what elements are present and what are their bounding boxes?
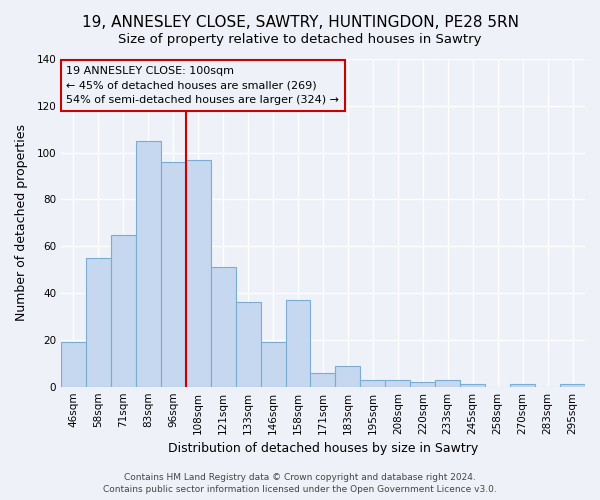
Y-axis label: Number of detached properties: Number of detached properties xyxy=(15,124,28,322)
Bar xyxy=(161,162,186,386)
Bar xyxy=(111,234,136,386)
Bar xyxy=(260,342,286,386)
Bar xyxy=(560,384,585,386)
Text: Contains HM Land Registry data © Crown copyright and database right 2024.
Contai: Contains HM Land Registry data © Crown c… xyxy=(103,472,497,494)
Bar xyxy=(510,384,535,386)
Text: Size of property relative to detached houses in Sawtry: Size of property relative to detached ho… xyxy=(118,32,482,46)
Text: 19, ANNESLEY CLOSE, SAWTRY, HUNTINGDON, PE28 5RN: 19, ANNESLEY CLOSE, SAWTRY, HUNTINGDON, … xyxy=(82,15,518,30)
Bar xyxy=(61,342,86,386)
X-axis label: Distribution of detached houses by size in Sawtry: Distribution of detached houses by size … xyxy=(168,442,478,455)
Bar xyxy=(335,366,361,386)
Bar xyxy=(86,258,111,386)
Bar xyxy=(186,160,211,386)
Bar xyxy=(361,380,385,386)
Bar xyxy=(286,300,310,386)
Bar xyxy=(310,372,335,386)
Bar xyxy=(385,380,410,386)
Bar xyxy=(460,384,485,386)
Bar xyxy=(410,382,435,386)
Bar xyxy=(211,268,236,386)
Bar xyxy=(435,380,460,386)
Bar xyxy=(236,302,260,386)
Text: 19 ANNESLEY CLOSE: 100sqm
← 45% of detached houses are smaller (269)
54% of semi: 19 ANNESLEY CLOSE: 100sqm ← 45% of detac… xyxy=(66,66,339,105)
Bar xyxy=(136,141,161,386)
